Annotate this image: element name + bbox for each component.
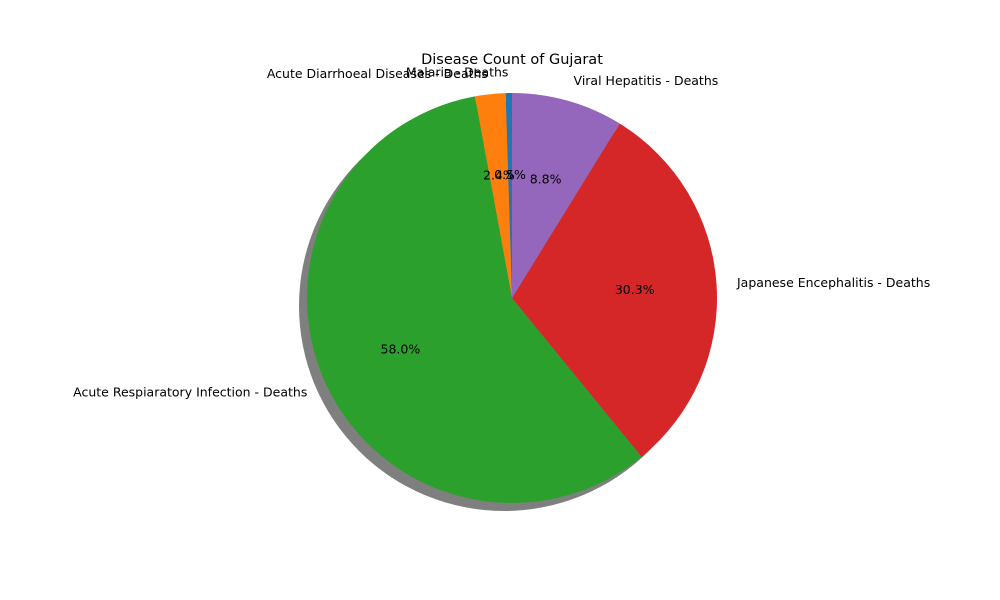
slice-label: Viral Hepatitis - Deaths bbox=[574, 73, 719, 88]
slice-label: Japanese Encephalitis - Deaths bbox=[736, 275, 930, 290]
pie-slice bbox=[512, 123, 717, 457]
pie-labels: Malaria - Deaths 0.5% Acute Diarrhoeal Dis… bbox=[73, 65, 930, 400]
slice-percent-label: 2.4% bbox=[483, 168, 515, 183]
slice-percent-label: 8.8% bbox=[530, 172, 562, 187]
pie-slice bbox=[474, 93, 512, 298]
pie-slices bbox=[307, 93, 717, 503]
slice-percent-label: 30.3% bbox=[615, 282, 655, 297]
pie-slice bbox=[307, 96, 642, 503]
pie-slice bbox=[505, 93, 512, 298]
slice-percent-label: 58.0% bbox=[381, 342, 421, 357]
slice-label: Acute Respiaratory Infection - Deaths bbox=[73, 385, 307, 400]
pie-slice bbox=[512, 93, 620, 298]
slice-label: Malaria - Deaths bbox=[406, 65, 509, 80]
slice-label: Acute Diarrhoeal Diseases - Deaths bbox=[267, 66, 488, 81]
slice-percent-label: 0.5% bbox=[494, 167, 526, 182]
chart-title: Disease Count of Gujarat bbox=[421, 52, 603, 68]
